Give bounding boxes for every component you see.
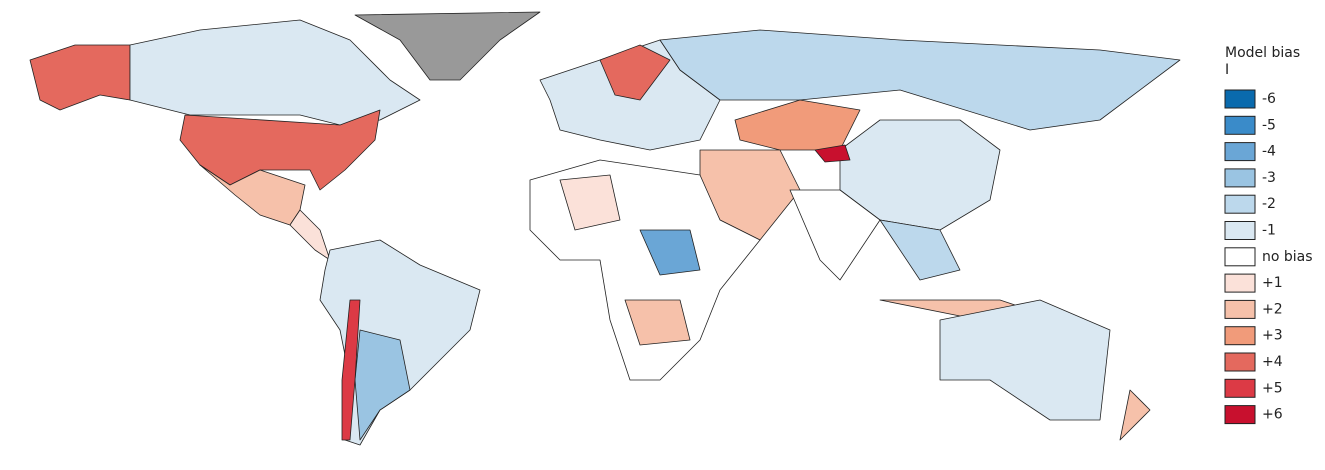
- canada: [129, 19, 421, 126]
- russia: [659, 29, 1181, 131]
- new-zealand: [1119, 389, 1151, 441]
- legend-title: Model bias: [1225, 45, 1300, 61]
- india: [789, 189, 881, 281]
- legend-swatch: [1224, 352, 1256, 372]
- legend-swatch: [1224, 194, 1256, 214]
- legend-swatch: [1224, 89, 1256, 109]
- legend-swatch: [1224, 326, 1256, 346]
- legend-swatch: [1224, 273, 1256, 293]
- scandinavia: [599, 44, 671, 101]
- legend-label: +2: [1262, 301, 1283, 317]
- legend-swatch: [1224, 378, 1256, 398]
- central-america: [289, 209, 331, 261]
- legend-label: no bias: [1262, 249, 1313, 265]
- legend-swatch: [1224, 299, 1256, 319]
- legend-label: -1: [1262, 223, 1276, 239]
- australia: [939, 299, 1111, 421]
- kyrgyzstan: [814, 144, 851, 163]
- legend-label: +4: [1262, 354, 1283, 370]
- legend-label: -5: [1262, 117, 1276, 133]
- southeast-asia: [879, 219, 961, 281]
- legend-swatch: [1224, 247, 1256, 267]
- africa-central: [639, 229, 701, 276]
- legend-label: -2: [1262, 196, 1276, 212]
- alaska: [29, 44, 131, 111]
- legend-swatch: [1224, 221, 1256, 240]
- legend-label: -6: [1262, 91, 1276, 107]
- world-map: [29, 11, 1181, 446]
- legend-label: +5: [1262, 380, 1283, 396]
- usa: [179, 109, 381, 191]
- legend-label: -3: [1262, 170, 1276, 186]
- africa-south: [624, 299, 691, 346]
- legend-label: +3: [1262, 328, 1283, 344]
- legend-label: +6: [1262, 407, 1283, 423]
- legend-label: -4: [1262, 144, 1276, 160]
- legend-swatch: [1224, 115, 1256, 135]
- legend-swatch: [1224, 142, 1256, 162]
- legend-swatch: [1224, 168, 1256, 188]
- legend-label: +1: [1262, 275, 1283, 291]
- legend-swatch: [1224, 405, 1256, 425]
- legend: Model bias I -6 -5 -4 -3 -2 -1 no bias +1 +2 +3 +4…: [1224, 45, 1313, 425]
- africa-west: [559, 174, 621, 231]
- greenland: [354, 11, 541, 81]
- kazakhstan: [734, 99, 861, 151]
- legend-subtitle: I: [1225, 62, 1229, 78]
- chile: [341, 299, 361, 441]
